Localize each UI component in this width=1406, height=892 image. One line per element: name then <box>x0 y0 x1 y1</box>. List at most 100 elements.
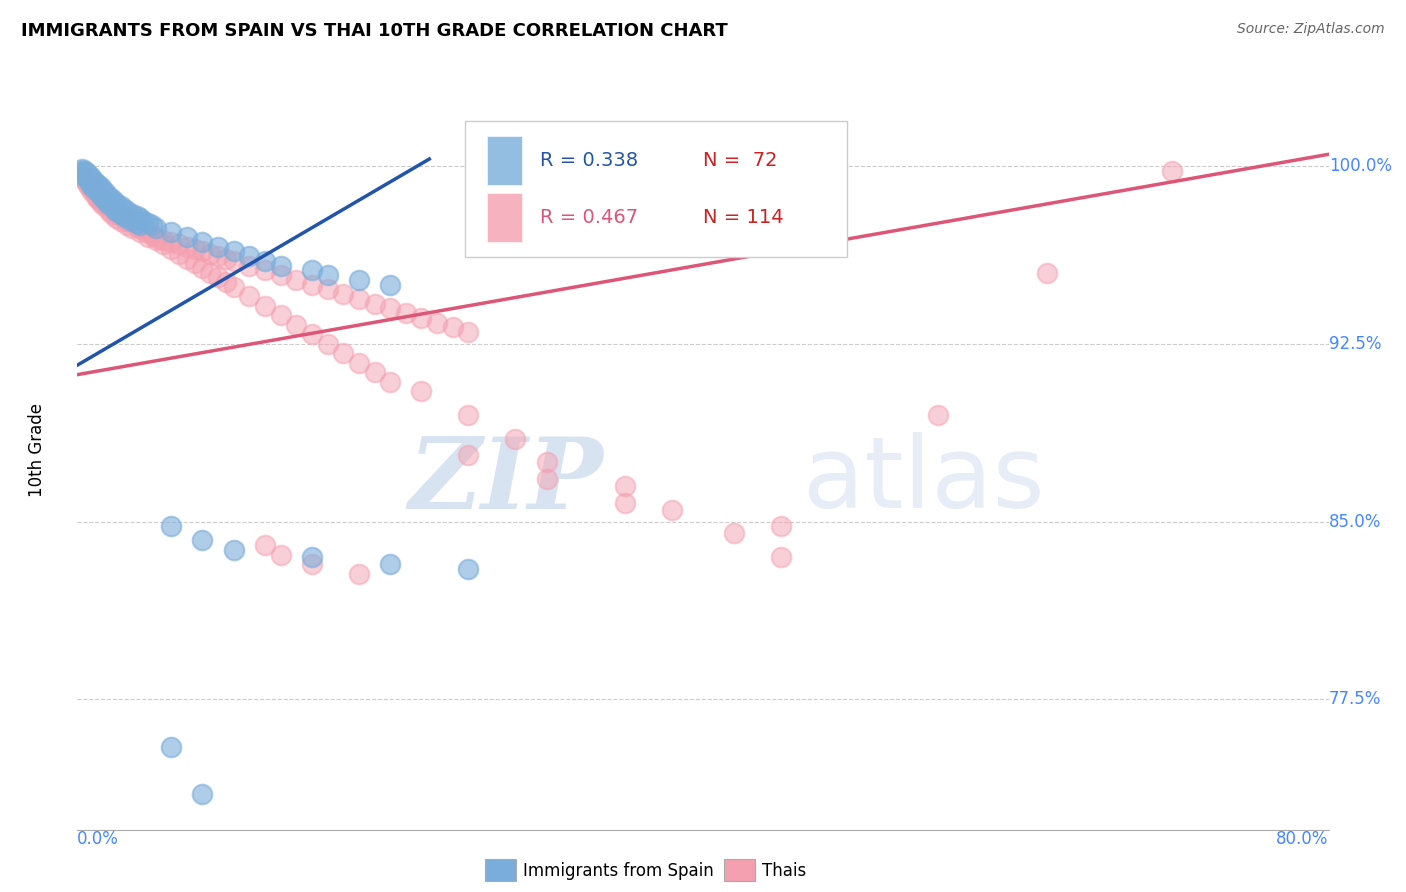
Point <box>441 320 464 334</box>
Point <box>222 253 245 268</box>
Point <box>136 216 159 230</box>
Point <box>90 194 112 209</box>
Point <box>457 448 479 462</box>
Point <box>770 519 793 533</box>
Point <box>129 220 152 235</box>
Point <box>136 230 159 244</box>
Text: 0.0%: 0.0% <box>77 830 120 847</box>
Point <box>79 176 101 190</box>
Point <box>82 180 104 194</box>
Point <box>83 183 105 197</box>
Point <box>536 472 558 486</box>
Point <box>97 204 120 219</box>
Point <box>91 197 114 211</box>
Point <box>613 479 636 493</box>
Point <box>117 211 139 226</box>
Text: N =  72: N = 72 <box>703 151 778 170</box>
Point <box>136 226 159 240</box>
Point <box>121 213 143 227</box>
Point <box>270 309 292 323</box>
Point <box>316 282 339 296</box>
Point <box>145 233 167 247</box>
Point <box>132 213 155 227</box>
Text: 100.0%: 100.0% <box>1329 157 1392 175</box>
Point <box>347 566 370 581</box>
Point <box>152 237 174 252</box>
Point <box>270 259 292 273</box>
Point <box>380 277 402 292</box>
Point <box>97 190 120 204</box>
Point <box>152 233 174 247</box>
Point <box>105 211 128 226</box>
Point <box>301 277 323 292</box>
Point <box>301 557 323 571</box>
Point <box>82 173 104 187</box>
Point <box>238 259 260 273</box>
Point <box>77 173 100 187</box>
Point <box>96 194 118 209</box>
Point <box>100 206 122 220</box>
Point <box>121 206 143 220</box>
Point <box>167 237 190 252</box>
Point <box>72 171 94 186</box>
Point <box>285 318 308 332</box>
Point <box>117 219 139 233</box>
Point <box>91 192 114 206</box>
Point <box>363 365 385 379</box>
Text: R = 0.467: R = 0.467 <box>540 208 638 227</box>
Point <box>160 519 183 533</box>
Point <box>770 550 793 565</box>
Point <box>79 169 101 183</box>
Text: Immigrants from Spain: Immigrants from Spain <box>523 862 714 880</box>
Point <box>96 187 118 202</box>
Point <box>332 346 354 360</box>
Point <box>661 502 683 516</box>
Text: 10th Grade: 10th Grade <box>28 403 46 498</box>
Point <box>117 204 139 219</box>
Point <box>104 194 127 209</box>
Point <box>270 268 292 282</box>
Point <box>79 180 101 194</box>
Point <box>316 336 339 351</box>
Bar <box>486 136 522 186</box>
Point <box>347 273 370 287</box>
Point <box>191 533 214 548</box>
Point <box>145 230 167 244</box>
Point <box>96 197 118 211</box>
Point <box>83 176 105 190</box>
Point <box>112 202 135 216</box>
Point <box>380 375 402 389</box>
Point <box>129 211 152 226</box>
Point <box>270 548 292 562</box>
Point <box>253 263 276 277</box>
Point <box>75 173 97 187</box>
Point <box>132 223 155 237</box>
Point <box>80 178 103 192</box>
Point <box>100 202 122 216</box>
Point <box>191 260 214 275</box>
Point <box>191 235 214 249</box>
Point <box>110 213 132 227</box>
Point <box>77 178 100 192</box>
Point <box>222 244 245 259</box>
Point <box>121 220 143 235</box>
Point <box>77 169 100 183</box>
Point <box>97 197 120 211</box>
Point <box>86 185 108 199</box>
Point <box>86 187 108 202</box>
Text: ZIP: ZIP <box>408 433 603 529</box>
Point <box>176 240 198 254</box>
Point <box>145 220 167 235</box>
Point <box>100 192 122 206</box>
Point <box>76 171 98 186</box>
Point <box>90 180 112 194</box>
Point <box>207 270 229 285</box>
Point <box>426 316 449 330</box>
Point <box>167 247 190 261</box>
Point <box>104 202 127 216</box>
Point <box>75 169 97 183</box>
Point <box>70 164 93 178</box>
Point <box>72 166 94 180</box>
Point <box>222 280 245 294</box>
Point <box>84 176 107 190</box>
